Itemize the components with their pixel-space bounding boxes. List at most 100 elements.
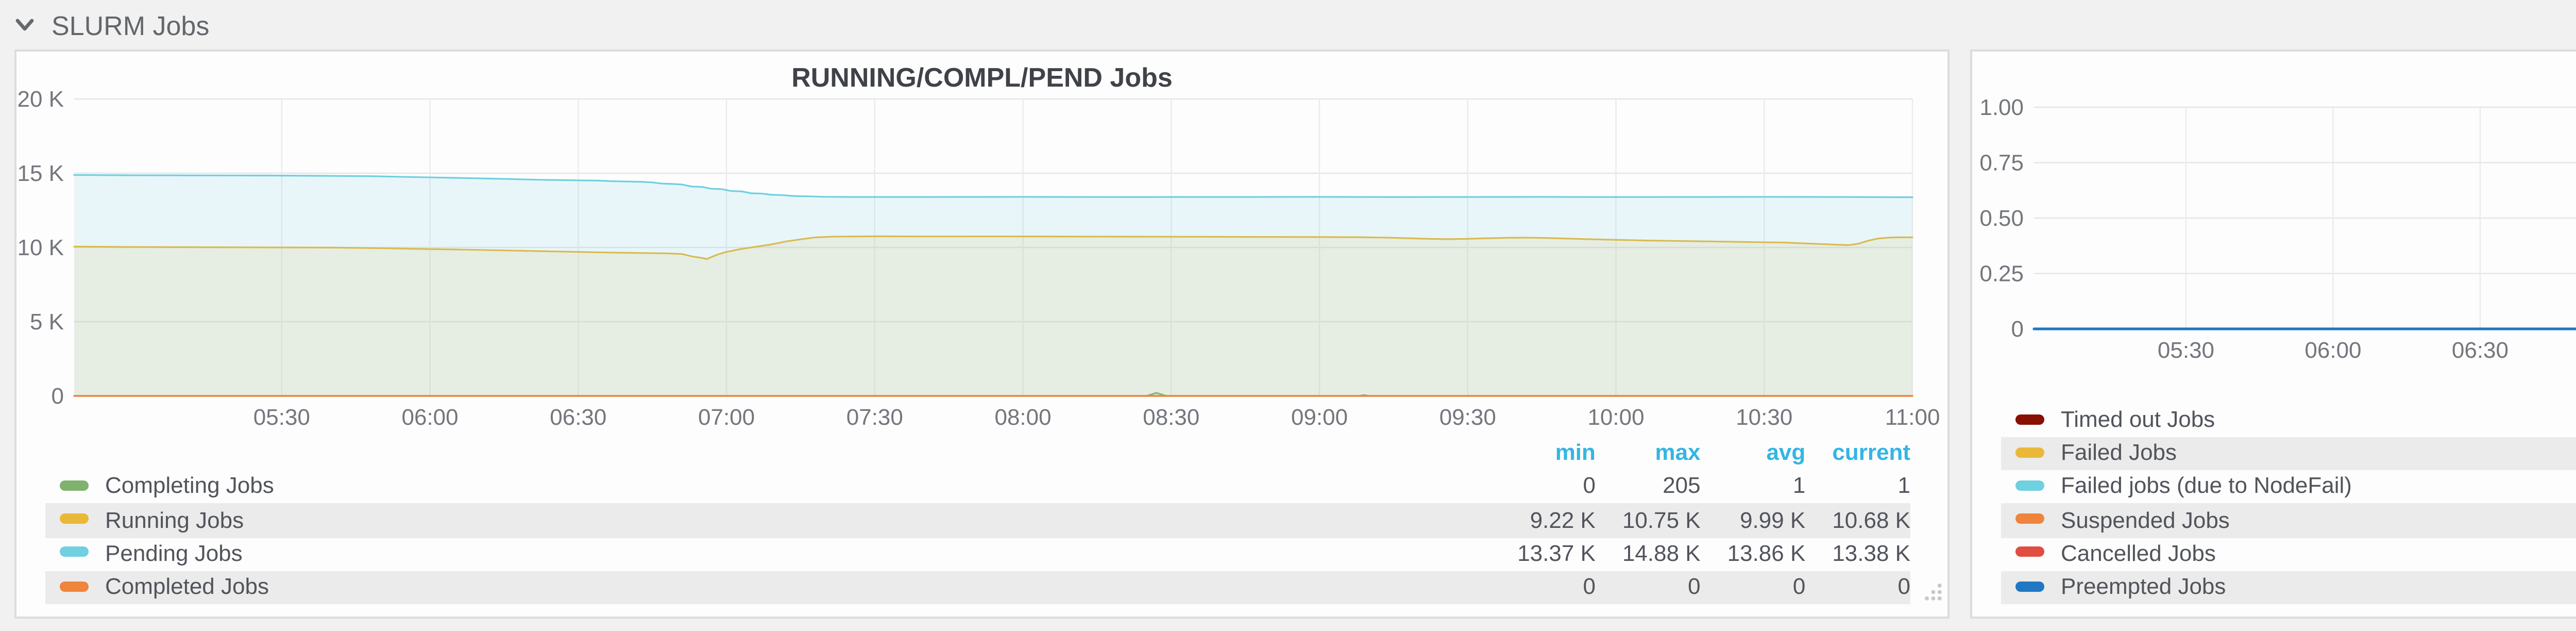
panel-title[interactable]: RUNNING/COMPL/PEND Jobs <box>791 62 1173 93</box>
legend-series: Completed Jobs <box>45 571 1490 604</box>
panel-resize-handle-icon[interactable] <box>1923 575 1943 612</box>
legend-series-swatch-icon[interactable] <box>2015 480 2044 491</box>
y-tick-label: 15 K <box>17 161 64 186</box>
chevron-down-icon <box>12 12 37 37</box>
timeseries-chart-running-compl-pend[interactable]: 0 5 K 10 K 15 K 20 K 05:30 06:00 06:30 07:00 07:3… <box>16 52 1947 617</box>
legend-series-swatch-icon[interactable] <box>60 580 89 591</box>
legend-value-current: 10.68 K <box>1832 508 1910 534</box>
legend-series-label[interactable]: Pending Jobs <box>105 541 243 567</box>
x-tick-label: 06:00 <box>402 405 459 430</box>
legend-value-current: 0 <box>1897 575 1911 600</box>
x-tick-label: 10:00 <box>1587 405 1644 430</box>
legend-series-label[interactable]: Completing Jobs <box>105 475 274 500</box>
legend-series-swatch-icon[interactable] <box>2015 413 2044 424</box>
legend-header-row: min max avg current <box>45 437 1910 471</box>
series-area <box>74 236 1912 396</box>
legend-series: Preempted Jobs <box>2001 571 2576 604</box>
legend-value-avg: 9.99 K <box>1740 508 1806 534</box>
x-tick-label: 06:30 <box>2452 338 2509 363</box>
legend-series: Timed out Jobs <box>2001 404 2576 438</box>
legend-series: Suspended Jobs <box>2001 504 2576 538</box>
legend-value-max: 10.75 K <box>1622 508 1701 534</box>
legend-value-min: 9.22 K <box>1530 508 1596 534</box>
legend-header-avg[interactable]: avg <box>1766 441 1806 467</box>
legend-series: Cancelled Jobs <box>2001 538 2576 571</box>
row-header-slurm-jobs[interactable]: SLURM Jobs <box>12 4 209 45</box>
legend-value-avg: 1 <box>1792 475 1806 500</box>
legend-row: Pending Jobs 13.37 K 14.88 K 13.86 K 13.38 K <box>45 538 1910 571</box>
legend-value-avg: 13.86 K <box>1727 541 1806 567</box>
legend-value-current: 1 <box>1897 475 1911 500</box>
legend-series-label[interactable]: Suspended Jobs <box>2061 508 2230 534</box>
legend-value-avg: 0 <box>1792 575 1806 600</box>
y-tick-label: 10 K <box>17 235 64 260</box>
legend-series-swatch-icon[interactable] <box>2015 447 2044 457</box>
y-tick-label: 5 K <box>30 309 64 335</box>
series-area <box>74 175 1912 396</box>
y-tick-label: 0.75 <box>1979 151 2024 176</box>
legend-series-label[interactable]: Running Jobs <box>105 508 244 534</box>
legend-value-current: 13.38 K <box>1832 541 1910 567</box>
y-tick-label: 0.50 <box>1979 206 2024 231</box>
legend-series-label[interactable]: Preempted Jobs <box>2061 575 2226 600</box>
y-tick-label: 1.00 <box>1979 95 2024 120</box>
legend-header-max[interactable]: max <box>1655 441 1701 467</box>
legend-series-swatch-icon[interactable] <box>2015 513 2044 524</box>
legend-series-swatch-icon[interactable] <box>60 513 89 524</box>
x-tick-label: 08:00 <box>994 405 1051 430</box>
legend-header-min[interactable]: min <box>1555 441 1596 467</box>
legend-series-label[interactable]: Failed jobs (due to NodeFail) <box>2061 475 2352 500</box>
legend-series-swatch-icon[interactable] <box>2015 547 2044 558</box>
legend-series: Pending Jobs <box>45 538 1490 571</box>
x-tick-label: 09:30 <box>1439 405 1496 430</box>
legend-series-swatch-icon[interactable] <box>2015 580 2044 591</box>
legend-value-min: 0 <box>1583 475 1596 500</box>
series-line <box>73 235 1913 260</box>
panel-running-compl-pend: RUNNING/COMPL/PEND Jobs 0 5 K 10 K 15 K 20 K… <box>14 49 1950 619</box>
x-tick-label: 06:30 <box>550 405 606 430</box>
series-line <box>73 174 1913 198</box>
x-tick-label: 11:00 <box>1885 405 1940 430</box>
x-tick-label: 06:00 <box>2304 338 2361 363</box>
y-tick-label: 0 <box>52 384 64 409</box>
legend-header-spacer <box>45 437 1490 471</box>
legend-series-label[interactable]: Cancelled Jobs <box>2061 541 2216 567</box>
x-tick-label: 05:30 <box>2158 338 2214 363</box>
legend-value-min: 0 <box>1583 575 1596 600</box>
legend-series-swatch-icon[interactable] <box>60 480 89 491</box>
legend-value-min: 13.37 K <box>1517 541 1596 567</box>
legend-series-label[interactable]: Failed Jobs <box>2061 441 2177 467</box>
y-tick-label: 20 K <box>17 87 64 112</box>
legend-series-label[interactable]: Timed out Jobs <box>2061 408 2215 433</box>
legend-series: Completing Jobs <box>45 471 1490 504</box>
legend-header-current[interactable]: current <box>1832 441 1910 467</box>
timeseries-chart-fail-susp-canc[interactable]: 00.250.500.751.0005:3006:0006:3007:0007:… <box>1972 52 2576 617</box>
legend-row: Completing Jobs 0 205 1 1 <box>45 471 1910 504</box>
y-tick-label: 0 <box>2011 317 2024 342</box>
legend-series-swatch-icon[interactable] <box>60 547 89 558</box>
legend-value-max: 205 <box>1663 475 1701 500</box>
x-tick-label: 08:30 <box>1143 405 1199 430</box>
x-tick-label: 09:00 <box>1291 405 1348 430</box>
panel-fail-susp-canc-preempt-timedout: FAIL/SUSP/CANC/PREEMPT/TIMEDOUT Jobs 00.… <box>1970 49 2576 619</box>
x-tick-label: 10:30 <box>1736 405 1792 430</box>
legend-row: Running Jobs 9.22 K 10.75 K 9.99 K 10.68 K <box>45 504 1910 538</box>
x-tick-label: 07:30 <box>846 405 903 430</box>
legend-table: min max avg current Completing Jobs 0 205 1 1 Run… <box>45 437 1910 604</box>
legend-series: Failed Jobs <box>2001 437 2576 471</box>
legend-header-spacer <box>2001 371 2576 404</box>
legend-series: Running Jobs <box>45 504 1490 538</box>
x-tick-label: 05:30 <box>253 405 310 430</box>
legend-series: Failed jobs (due to NodeFail) <box>2001 471 2576 504</box>
row-title: SLURM Jobs <box>52 9 210 40</box>
x-tick-label: 07:00 <box>698 405 755 430</box>
legend-series-label[interactable]: Completed Jobs <box>105 575 269 600</box>
